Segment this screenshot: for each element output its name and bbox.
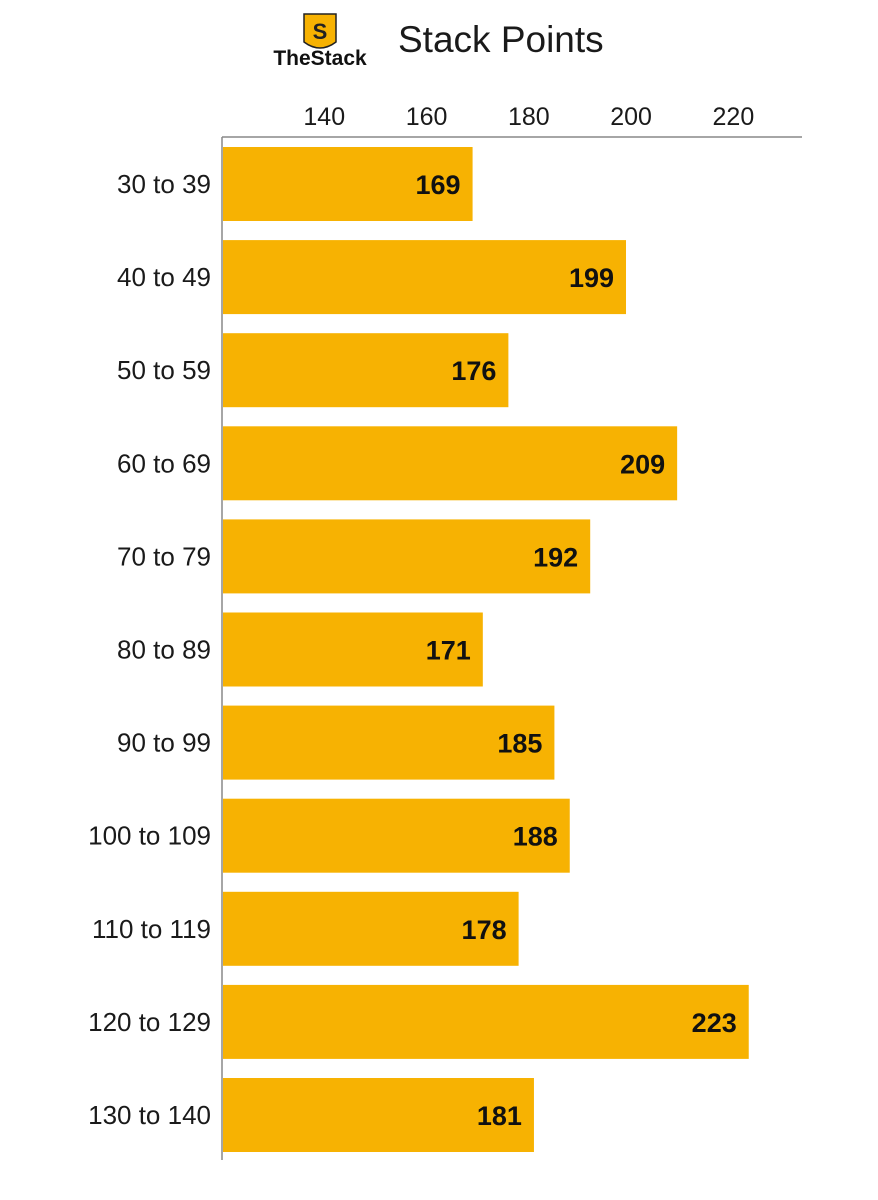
- value-label: 185: [497, 729, 542, 759]
- logo-text: TheStack: [273, 47, 367, 70]
- value-labels: 169 199 176 209 192 171 185 188 178 223 181: [416, 170, 737, 1131]
- value-label: 192: [533, 542, 578, 572]
- bar: [223, 240, 627, 315]
- bar: [223, 612, 483, 687]
- bar: [223, 333, 509, 408]
- x-tick-label: 220: [713, 103, 755, 131]
- bar: [223, 1078, 534, 1152]
- category-label: 40 to 49: [117, 262, 211, 292]
- value-label: 176: [451, 356, 496, 386]
- category-label: 60 to 69: [117, 448, 211, 478]
- bar: [223, 147, 473, 221]
- bar: [223, 519, 591, 594]
- value-label: 223: [692, 1008, 737, 1038]
- x-ticks: 140 160 180 200 220: [303, 103, 754, 131]
- value-label: 199: [569, 263, 614, 293]
- category-labels: 30 to 39 40 to 49 50 to 59 60 to 69 70 to 79…: [88, 169, 211, 1130]
- category-label: 120 to 129: [88, 1007, 211, 1037]
- chart-title: Stack Points: [398, 19, 604, 60]
- category-label: 70 to 79: [117, 541, 211, 571]
- bars: [223, 147, 749, 1152]
- x-tick-label: 200: [610, 103, 652, 131]
- value-label: 209: [620, 449, 665, 479]
- bar: [223, 426, 678, 501]
- thestack-logo: S TheStack: [273, 13, 367, 70]
- bar: [223, 798, 570, 873]
- value-label: 169: [416, 170, 461, 200]
- category-label: 130 to 140: [88, 1100, 211, 1130]
- logo-shield-icon: [303, 13, 337, 49]
- bar: [223, 984, 749, 1059]
- x-tick-label: 140: [303, 103, 345, 131]
- bar: [223, 705, 555, 780]
- x-tick-label: 160: [406, 103, 448, 131]
- category-label: 30 to 39: [117, 169, 211, 199]
- category-label: 80 to 89: [117, 635, 211, 665]
- value-label: 188: [513, 822, 558, 852]
- x-tick-label: 180: [508, 103, 550, 131]
- value-label: 178: [462, 915, 507, 945]
- category-label: 110 to 119: [92, 914, 211, 944]
- bar: [223, 891, 519, 966]
- value-label: 171: [426, 636, 471, 666]
- value-label: 181: [477, 1101, 522, 1131]
- logo-letter: S: [313, 19, 328, 44]
- category-label: 50 to 59: [117, 355, 211, 385]
- category-label: 100 to 109: [88, 821, 211, 851]
- category-label: 90 to 99: [117, 728, 211, 758]
